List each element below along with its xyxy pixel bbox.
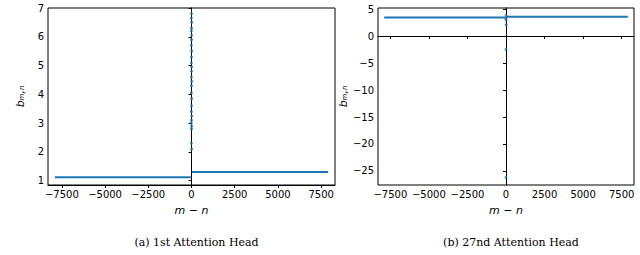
svg-text:−2500: −2500 [451,189,485,200]
svg-text:−7500: −7500 [45,189,79,200]
svg-text:2500: 2500 [532,189,557,200]
svg-text:4: 4 [38,89,44,100]
svg-text:(b) 27nd Attention Head: (b) 27nd Attention Head [443,236,579,249]
svg-text:7500: 7500 [308,189,333,200]
svg-text:−15: −15 [353,112,374,123]
svg-text:5000: 5000 [265,189,290,200]
svg-text:0: 0 [368,31,374,42]
svg-text:−2500: −2500 [131,189,165,200]
svg-text:−7500: −7500 [373,189,407,200]
svg-text:2: 2 [38,146,44,157]
svg-text:5: 5 [368,4,374,15]
svg-text:7500: 7500 [609,189,634,200]
svg-text:−20: −20 [353,138,374,149]
svg-text:(a) 1st Attention Head: (a) 1st Attention Head [134,236,258,249]
svg-text:−5: −5 [359,58,374,69]
svg-text:5: 5 [38,60,44,71]
svg-text:0: 0 [503,189,509,200]
svg-text:−10: −10 [353,85,374,96]
svg-text:−5000: −5000 [412,189,446,200]
svg-text:bₘ,ₙ: bₘ,ₙ [14,86,27,108]
svg-text:0: 0 [188,189,194,200]
svg-text:m − n: m − n [489,204,523,217]
svg-text:2500: 2500 [222,189,247,200]
svg-text:6: 6 [38,31,44,42]
svg-text:7: 7 [38,3,44,14]
svg-text:−25: −25 [353,165,374,176]
svg-text:3: 3 [38,118,44,129]
svg-text:m − n: m − n [175,204,209,217]
svg-text:1: 1 [38,175,44,186]
svg-text:5000: 5000 [570,189,595,200]
svg-text:−5000: −5000 [88,189,122,200]
svg-text:bₘ,ₙ: bₘ,ₙ [337,86,350,108]
